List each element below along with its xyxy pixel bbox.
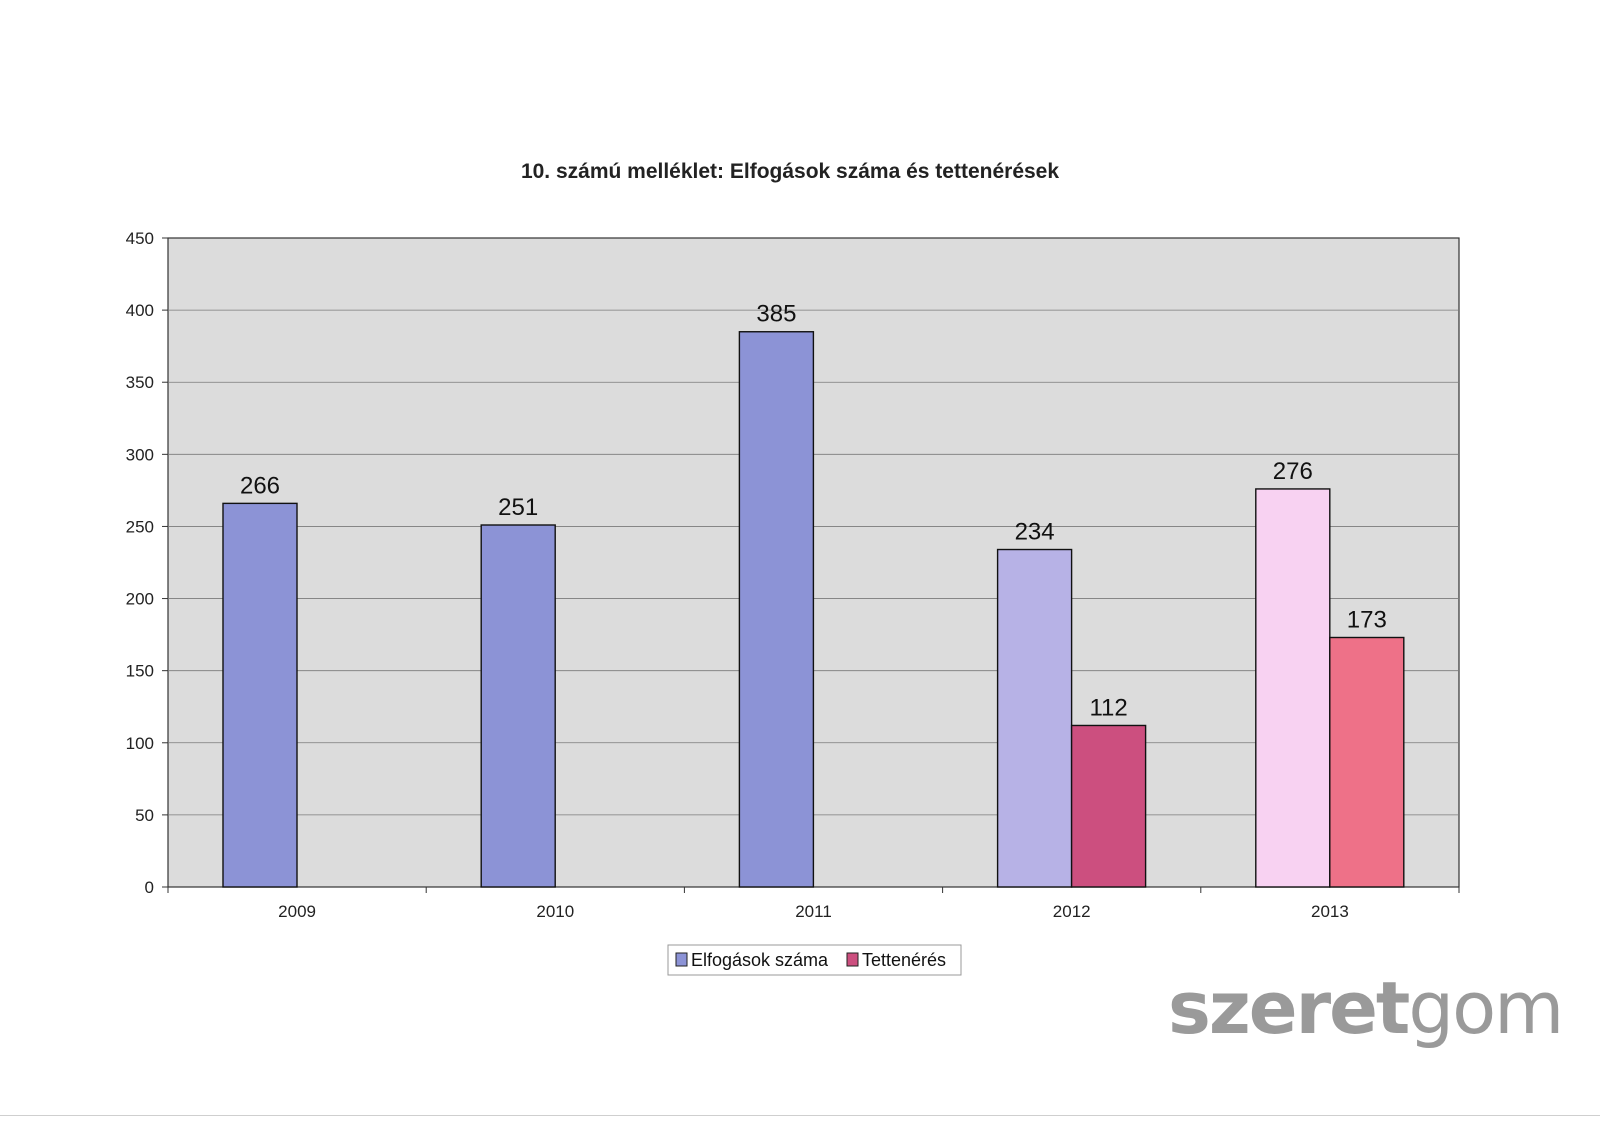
y-tick-label: 50	[135, 806, 154, 825]
data-label: 251	[498, 494, 538, 521]
y-tick-label: 450	[126, 229, 154, 248]
data-label: 266	[240, 472, 280, 499]
watermark-text-bold: szeret	[1168, 966, 1410, 1050]
bar-elfogasok-2011	[738, 331, 815, 888]
page-rule	[0, 1115, 1600, 1116]
data-label: 234	[1015, 519, 1055, 546]
chart-title: 10. számú melléklet: Elfogások száma és …	[521, 160, 1059, 183]
legend-label-elfogasok: Elfogások száma	[691, 950, 829, 970]
y-tick-label: 350	[126, 373, 154, 392]
x-axis: 2009 2010 2011 2012 2013	[167, 887, 1460, 921]
legend: Elfogások száma Tettenérés	[667, 944, 962, 976]
data-label: 112	[1089, 694, 1127, 721]
x-tick-label: 2013	[1311, 902, 1349, 921]
y-tick-label: 300	[126, 445, 154, 464]
data-label: 173	[1347, 606, 1387, 633]
legend-swatch-elfogasok	[675, 952, 688, 967]
y-tick-label: 100	[126, 734, 154, 753]
data-labels: 266 251 385 234 112 276 173	[240, 301, 1387, 722]
legend-label-tettenérés: Tettenérés	[862, 950, 946, 970]
y-tick-label: 400	[126, 301, 154, 320]
legend-swatch-tettenérés	[846, 952, 859, 967]
bar-elfogasok-2013	[1255, 488, 1331, 888]
x-tick-label: 2011	[795, 902, 832, 921]
y-tick-label: 0	[145, 878, 154, 897]
watermark-logo: szeretgom	[1168, 972, 1564, 1044]
data-label: 276	[1273, 458, 1313, 485]
y-tick-label: 150	[126, 662, 154, 681]
x-tick-label: 2010	[536, 902, 574, 921]
bar-tettenérés-2012	[1070, 724, 1147, 888]
x-tick-label: 2009	[278, 902, 316, 921]
bar-tettenérés-2013	[1329, 636, 1405, 888]
bar-elfogasok-2009	[222, 502, 298, 888]
legend-box	[667, 944, 962, 976]
y-tick-label: 200	[126, 590, 154, 609]
bars	[222, 331, 1405, 888]
y-axis: 0 50 100 150 200 250 300 350 400 450	[126, 229, 168, 897]
bar-elfogasok-2010	[480, 524, 556, 888]
bar-elfogasok-2012	[996, 548, 1073, 888]
watermark-text-light: gom	[1408, 966, 1564, 1050]
x-tick-label: 2012	[1053, 902, 1091, 921]
y-tick-label: 250	[126, 517, 154, 536]
data-label: 385	[756, 301, 796, 328]
